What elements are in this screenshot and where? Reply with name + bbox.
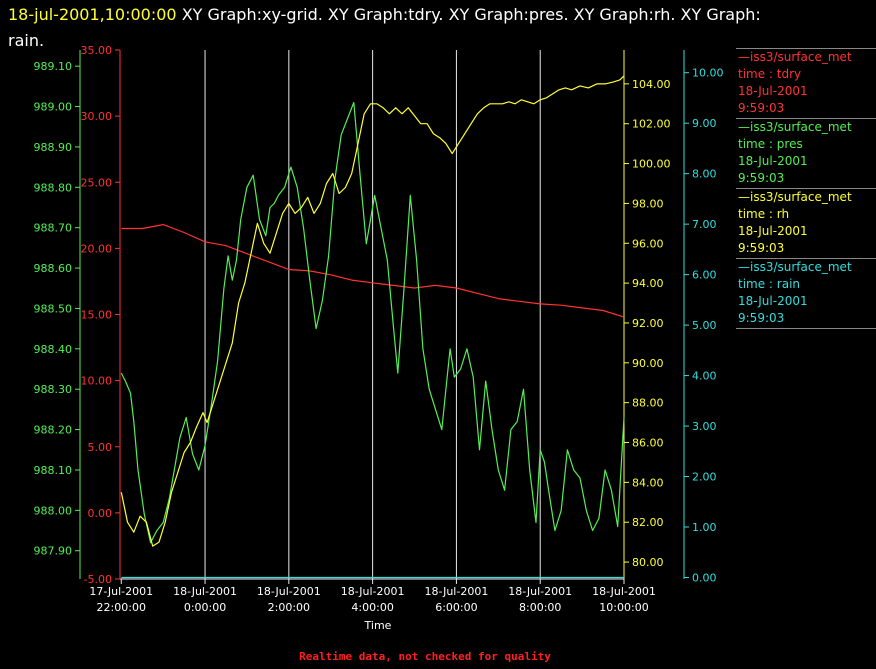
legend-date: 18-Jul-2001 xyxy=(738,154,808,168)
y-tick-label-rain: 4.00 xyxy=(692,370,717,383)
legend: —iss3/surface_met time : tdry 18-Jul-200… xyxy=(736,48,876,329)
y-tick-label-rh: 100.00 xyxy=(632,158,671,171)
y-tick-label-rh: 86.00 xyxy=(632,437,664,450)
x-tick-label-time: 0:00:00 xyxy=(184,601,226,614)
x-tick-label-date: 18-Jul-2001 xyxy=(425,585,489,598)
legend-time: 9:59:03 xyxy=(738,311,785,325)
y-tick-label-rain: 10.00 xyxy=(692,67,724,80)
y-tick-label-pres: 988.30 xyxy=(34,383,73,396)
legend-date: 18-Jul-2001 xyxy=(738,224,808,238)
series-line-pres xyxy=(120,101,625,544)
y-tick-label-tdry: 0.00 xyxy=(88,507,113,520)
legend-entry-rain: —iss3/surface_met time : rain 18-Jul-200… xyxy=(736,258,876,329)
y-tick-label-tdry: 30.00 xyxy=(81,110,113,123)
legend-source: —iss3/surface_met xyxy=(738,190,852,204)
y-tick-label-pres: 988.90 xyxy=(34,141,73,154)
x-tick-label-date: 18-Jul-2001 xyxy=(508,585,572,598)
y-tick-label-rain: 1.00 xyxy=(692,521,717,534)
x-tick-label-time: 6:00:00 xyxy=(435,601,477,614)
x-tick-label-time: 10:00:00 xyxy=(599,601,648,614)
y-tick-label-rain: 9.00 xyxy=(692,117,717,130)
y-tick-label-pres: 988.60 xyxy=(34,262,73,275)
y-tick-label-tdry: 20.00 xyxy=(81,242,113,255)
y-tick-label-pres: 987.90 xyxy=(34,545,73,558)
legend-field: time : rain xyxy=(738,277,801,291)
series-line-tdry xyxy=(121,224,625,318)
legend-source: —iss3/surface_met xyxy=(738,120,852,134)
legend-time: 9:59:03 xyxy=(738,241,785,255)
legend-entry-tdry: —iss3/surface_met time : tdry 18-Jul-200… xyxy=(736,48,876,118)
y-tick-label-rh: 96.00 xyxy=(632,237,664,250)
y-tick-label-rh: 80.00 xyxy=(632,556,664,569)
x-tick-label-date: 18-Jul-2001 xyxy=(592,585,656,598)
x-axis-label: Time xyxy=(364,619,392,632)
y-tick-label-pres: 988.40 xyxy=(34,343,73,356)
x-tick-label-date: 18-Jul-2001 xyxy=(173,585,237,598)
y-tick-label-tdry: 35.00 xyxy=(81,44,113,57)
legend-entry-rh: —iss3/surface_met time : rh 18-Jul-2001 … xyxy=(736,188,876,258)
y-tick-label-rain: 0.00 xyxy=(692,571,717,584)
legend-source: —iss3/surface_met xyxy=(738,50,852,64)
legend-field: time : tdry xyxy=(738,67,802,81)
y-tick-label-rh: 98.00 xyxy=(632,197,664,210)
header-date: 18-jul-2001,10:00:00 xyxy=(8,5,177,24)
x-tick-label-time: 8:00:00 xyxy=(519,601,561,614)
y-tick-label-rh: 84.00 xyxy=(632,476,664,489)
y-tick-label-rain: 5.00 xyxy=(692,319,717,332)
y-tick-label-pres: 989.00 xyxy=(34,101,73,114)
legend-field: time : rh xyxy=(738,207,790,221)
legend-date: 18-Jul-2001 xyxy=(738,84,808,98)
x-tick-label-time: 4:00:00 xyxy=(351,601,393,614)
y-tick-label-rain: 6.00 xyxy=(692,269,717,282)
y-tick-label-tdry: 25.00 xyxy=(81,176,113,189)
chart-header: 18-jul-2001,10:00:00 XY Graph:xy-grid. X… xyxy=(8,2,868,54)
y-tick-label-rain: 2.00 xyxy=(692,471,717,484)
y-tick-label-tdry: 5.00 xyxy=(88,441,113,454)
x-tick-label-time: 22:00:00 xyxy=(97,601,146,614)
y-tick-label-pres: 988.20 xyxy=(34,424,73,437)
x-tick-label-date: 18-Jul-2001 xyxy=(341,585,405,598)
legend-entry-pres: —iss3/surface_met time : pres 18-Jul-200… xyxy=(736,118,876,188)
y-tick-label-rain: 7.00 xyxy=(692,218,717,231)
header-graph-list-continued: rain. xyxy=(8,31,45,50)
legend-field: time : pres xyxy=(738,137,803,151)
y-tick-label-pres: 989.10 xyxy=(34,60,73,73)
legend-time: 9:59:03 xyxy=(738,101,785,115)
y-tick-label-tdry: 15.00 xyxy=(81,309,113,322)
legend-time: 9:59:03 xyxy=(738,171,785,185)
y-tick-label-pres: 988.70 xyxy=(34,222,73,235)
x-tick-label-date: 18-Jul-2001 xyxy=(257,585,321,598)
y-tick-label-rh: 88.00 xyxy=(632,397,664,410)
y-tick-label-rh: 92.00 xyxy=(632,317,664,330)
legend-date: 18-Jul-2001 xyxy=(738,294,808,308)
legend-source: —iss3/surface_met xyxy=(738,260,852,274)
y-tick-label-pres: 988.50 xyxy=(34,302,73,315)
series-line-rh xyxy=(120,75,625,547)
y-tick-label-rh: 102.00 xyxy=(632,118,671,131)
x-tick-label-time: 2:00:00 xyxy=(268,601,310,614)
y-tick-label-rain: 3.00 xyxy=(692,420,717,433)
y-tick-label-rh: 90.00 xyxy=(632,357,664,370)
y-tick-label-pres: 988.80 xyxy=(34,181,73,194)
y-tick-label-rh: 82.00 xyxy=(632,516,664,529)
y-tick-label-rain: 8.00 xyxy=(692,168,717,181)
header-graph-list: XY Graph:xy-grid. XY Graph:tdry. XY Grap… xyxy=(181,5,761,24)
y-tick-label-rh: 104.00 xyxy=(632,78,671,91)
x-tick-label-date: 17-Jul-2001 xyxy=(89,585,153,598)
y-tick-label-pres: 988.10 xyxy=(34,464,73,477)
y-tick-label-rh: 94.00 xyxy=(632,277,664,290)
y-tick-label-tdry: -5.00 xyxy=(84,573,112,586)
y-tick-label-pres: 988.00 xyxy=(34,504,73,517)
y-tick-label-tdry: 10.00 xyxy=(81,375,113,388)
quality-note: Realtime data, not checked for quality xyxy=(299,650,551,663)
